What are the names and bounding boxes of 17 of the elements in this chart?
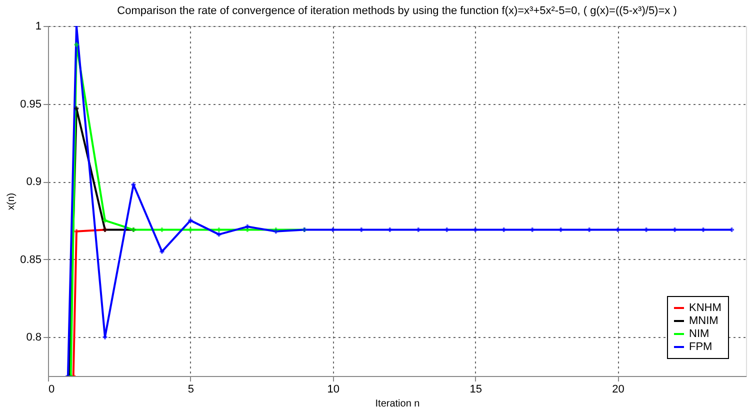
x-tick-label: 10	[327, 384, 340, 396]
chart-title: Comparison the rate of convergence of iteration methods by using the function f(x)=x³+5x²-5=0, ( g(x)=((5-x³)/5)=x )	[117, 5, 677, 17]
x-tick-label: 20	[612, 384, 624, 396]
y-tick-label: 0.8	[26, 332, 42, 344]
x-tick-label: 15	[470, 384, 482, 396]
legend-label: KNHM	[689, 302, 722, 314]
y-tick-label: 0.85	[20, 254, 42, 266]
legend-label: FPM	[689, 341, 712, 353]
y-tick-label: 0.95	[20, 98, 42, 110]
legend-label: MNIM	[689, 315, 718, 327]
y-axis-title: x(n)	[6, 192, 18, 210]
legend-label: NIM	[689, 328, 710, 340]
y-tick-label: 0.9	[26, 176, 42, 188]
x-tick-label: 5	[188, 384, 194, 396]
x-axis-title: Iteration n	[375, 398, 420, 410]
y-tick-label: 1	[35, 20, 42, 32]
x-tick-label: 0	[48, 384, 55, 396]
